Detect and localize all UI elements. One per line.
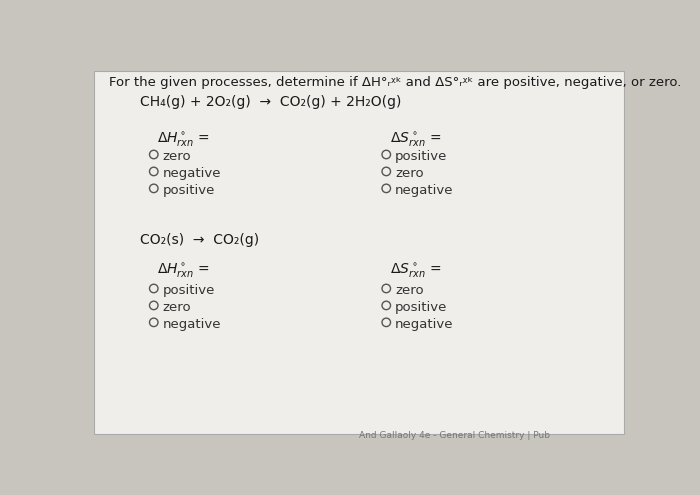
Text: CO₂(s)  →  CO₂(g): CO₂(s) → CO₂(g): [140, 234, 259, 248]
Text: $\Delta H^\circ_{rxn}$ =: $\Delta H^\circ_{rxn}$ =: [158, 261, 210, 280]
Text: CH₄(g) + 2O₂(g)  →  CO₂(g) + 2H₂O(g): CH₄(g) + 2O₂(g) → CO₂(g) + 2H₂O(g): [140, 95, 402, 109]
Text: negative: negative: [395, 184, 454, 197]
FancyBboxPatch shape: [94, 71, 624, 435]
Text: zero: zero: [162, 301, 191, 314]
Text: negative: negative: [395, 318, 454, 331]
Text: positive: positive: [395, 150, 447, 163]
Text: And Gallaoly 4e - General Chemistry | Pub: And Gallaoly 4e - General Chemistry | Pu…: [358, 431, 550, 441]
Text: positive: positive: [162, 284, 215, 297]
Text: zero: zero: [395, 167, 423, 180]
Text: negative: negative: [162, 318, 221, 331]
Text: $\Delta S^\circ_{rxn}$ =: $\Delta S^\circ_{rxn}$ =: [390, 130, 441, 148]
Text: For the given processes, determine if ΔH°ᵣᵡᵏ and ΔS°ᵣᵡᵏ are positive, negative, : For the given processes, determine if ΔH…: [109, 76, 682, 89]
Text: $\Delta S^\circ_{rxn}$ =: $\Delta S^\circ_{rxn}$ =: [390, 261, 441, 280]
Text: zero: zero: [395, 284, 423, 297]
Text: $\Delta H^\circ_{rxn}$ =: $\Delta H^\circ_{rxn}$ =: [158, 130, 210, 148]
Text: positive: positive: [162, 184, 215, 197]
Text: negative: negative: [162, 167, 221, 180]
Text: positive: positive: [395, 301, 447, 314]
Text: zero: zero: [162, 150, 191, 163]
